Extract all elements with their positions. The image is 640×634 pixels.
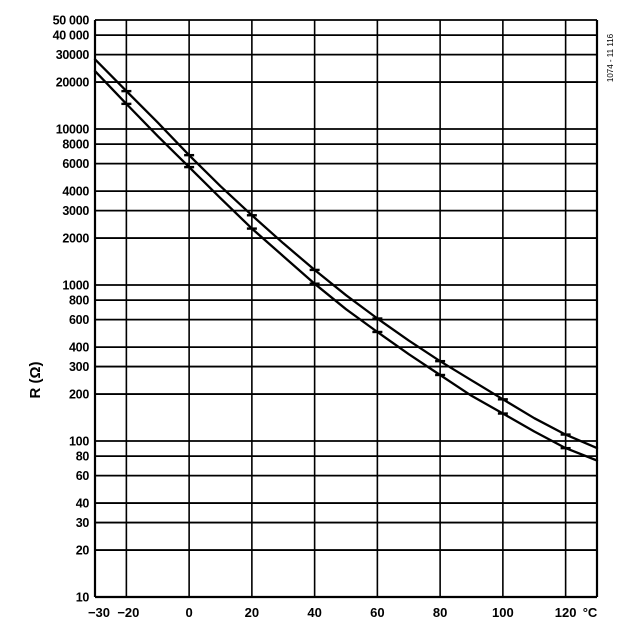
x-tick-labels: −30 −20 0 20 40 60 80 100 120 °C [88, 605, 598, 620]
y-tick-label: 20000 [56, 76, 90, 90]
y-tick-label: 80 [76, 450, 90, 464]
y-tick-label: 50 000 [53, 14, 90, 28]
y-tick-label: 30 [76, 516, 90, 530]
y-tick-label: 4000 [62, 185, 89, 199]
x-tick-label: 60 [370, 605, 384, 620]
x-tick-label: −30 [88, 605, 110, 620]
y-tick-label: 3000 [62, 204, 89, 218]
y-tick-label: 30000 [56, 48, 90, 62]
y-tick-label: 8000 [62, 138, 89, 152]
x-tick-label: −20 [117, 605, 139, 620]
x-tick-label: 80 [433, 605, 447, 620]
y-tick-label: 6000 [62, 157, 89, 171]
y-tick-label: 40 000 [53, 29, 90, 43]
x-tick-label: 20 [245, 605, 259, 620]
y-tick-label: 100 [69, 435, 89, 449]
figure-id: 1074 - 11 116 [606, 33, 615, 82]
y-tick-label: 20 [76, 544, 90, 558]
x-tick-label: 100 [492, 605, 514, 620]
series-layer [93, 58, 599, 462]
y-tick-label: 60 [76, 469, 90, 483]
series-line-2 [93, 69, 599, 462]
x-unit-label: °C [583, 605, 598, 620]
y-tick-label: 2000 [62, 232, 89, 246]
x-tick-label: 120 [555, 605, 577, 620]
y-tick-label: 1000 [62, 279, 89, 293]
x-tick-label: 40 [307, 605, 321, 620]
y-tick-label: 300 [69, 360, 89, 374]
y-tick-label: 200 [69, 388, 89, 402]
y-tick-label: 400 [69, 341, 89, 355]
y-tick-label: 40 [76, 497, 90, 511]
y-tick-label: 600 [69, 313, 89, 327]
series-line-1 [93, 58, 599, 450]
y-tick-label: 10000 [56, 123, 90, 137]
y-axis-label: R (Ω) [27, 361, 44, 398]
x-tick-label: 0 [186, 605, 193, 620]
y-tick-label: 10 [76, 591, 90, 605]
y-tick-label: 800 [69, 294, 89, 308]
